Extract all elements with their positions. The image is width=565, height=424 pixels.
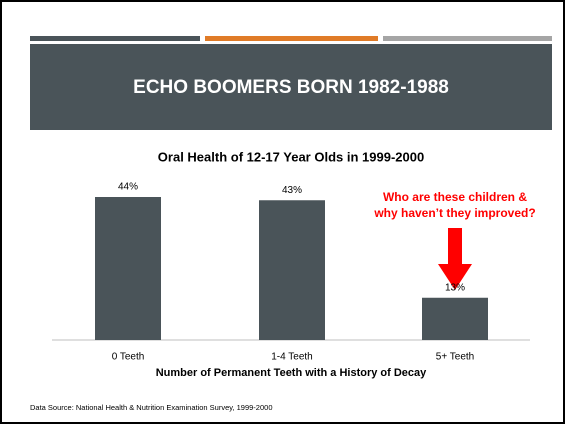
x-axis-title: Number of Permanent Teeth with a History…: [156, 367, 427, 379]
data-label: 13%: [445, 282, 465, 293]
bar: [259, 200, 325, 340]
chart-title: Oral Health of 12-17 Year Olds in 1999-2…: [158, 149, 424, 164]
x-tick-label: 1-4 Teeth: [271, 352, 313, 363]
slide-heading: ECHO BOOMERS BORN 1982-1988: [133, 77, 449, 98]
stripe: [30, 36, 200, 41]
stripe: [205, 36, 378, 41]
source: Data Source: National Health & Nutrition…: [30, 403, 273, 412]
data-label: 44%: [118, 182, 138, 193]
x-tick-label: 5+ Teeth: [436, 352, 474, 363]
x-tick-label: 0 Teeth: [112, 352, 145, 363]
stripe: [383, 36, 552, 41]
data-label: 43%: [282, 185, 302, 196]
arrow: [438, 228, 472, 290]
annotation: Who are these children &: [383, 190, 527, 204]
annotation: why haven’t they improved?: [373, 206, 535, 220]
bar: [95, 197, 161, 340]
header-box: [30, 44, 552, 130]
bar: [422, 297, 488, 340]
